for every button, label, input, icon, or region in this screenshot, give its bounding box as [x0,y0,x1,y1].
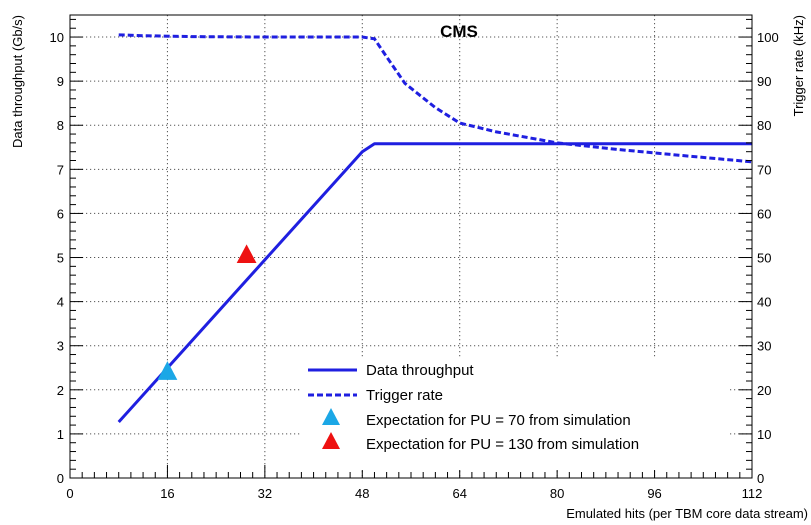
legend-label-data-throughput: Data throughput [366,362,474,379]
y-axis-title: Data throughput (Gb/s) [10,15,25,148]
y2-axis-title: Trigger rate (kHz) [791,15,806,116]
y-tick-label: 4 [57,295,64,310]
legend: Data throughput Trigger rate Expectation… [300,358,730,470]
y2-tick-label: 100 [757,30,779,45]
x-tick-label: 16 [160,486,174,501]
x-tick-label: 80 [550,486,564,501]
y-tick-label: 9 [57,74,64,89]
y2-tick-label: 90 [757,74,771,89]
legend-marker-pu130 [322,432,340,449]
y2-tick-label: 0 [757,471,764,486]
series-line-data-throughput [117,142,752,424]
y-tick-label: 3 [57,339,64,354]
y2-tick-label: 80 [757,118,771,133]
y-tick-label: 7 [57,162,64,177]
y-tick-label: 6 [57,206,64,221]
series-line-trigger-rate [118,33,753,164]
y-tick-label: 1 [57,427,64,442]
y2-tick-label: 30 [757,339,771,354]
y2-tick-label: 70 [757,162,771,177]
x-tick-label: 48 [355,486,369,501]
y-tick-label: 8 [57,118,64,133]
data-point-pu70 [157,361,178,380]
data-point-pu130 [236,244,257,264]
y2-tick-label: 40 [757,295,771,310]
axes: 0 16 32 48 64 80 96 112012345678910010203040506… [50,18,779,501]
y-tick-label: 10 [50,30,64,45]
x-axis-title: Emulated hits (per TBM core data stream) [566,506,808,521]
x-tick-label: 32 [258,486,272,501]
x-tick-label: 96 [647,486,661,501]
y-tick-label: 5 [57,251,64,266]
y2-tick-label: 60 [757,206,771,221]
legend-label-trigger-rate: Trigger rate [366,387,443,404]
y2-tick-label: 20 [757,383,771,398]
y-tick-label: 2 [57,383,64,398]
y2-tick-label: 50 [757,251,771,266]
legend-marker-pu70 [322,408,340,425]
legend-label-pu70: Expectation for PU = 70 from simulation [366,412,631,429]
x-tick-label: 64 [452,486,466,501]
chart-title: CMS [440,22,478,41]
legend-background [300,358,730,470]
x-tick-label: 112 [742,486,763,501]
x-tick-label: 0 [66,486,73,501]
legend-label-pu130: Expectation for PU = 130 from simulation [366,436,639,453]
y2-tick-label: 10 [757,427,771,442]
series-layer [117,33,753,424]
y-tick-label: 0 [57,471,64,486]
